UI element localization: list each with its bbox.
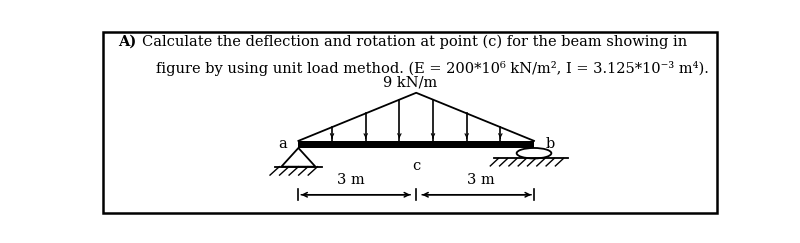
Text: 3 m: 3 m: [338, 173, 365, 187]
Text: b: b: [545, 137, 554, 151]
Text: 3 m: 3 m: [467, 173, 495, 187]
Text: c: c: [412, 159, 420, 173]
Bar: [298, 141, 534, 148]
Text: figure by using unit load method. (E = 200*10⁶ kN/m², I = 3.125*10⁻³ m⁴).: figure by using unit load method. (E = 2…: [156, 61, 709, 76]
Text: 9 kN/m: 9 kN/m: [383, 75, 437, 89]
Text: A): A): [118, 35, 137, 49]
Text: a: a: [278, 137, 287, 151]
Text: Calculate the deflection and rotation at point (c) for the beam showing in: Calculate the deflection and rotation at…: [142, 35, 687, 49]
